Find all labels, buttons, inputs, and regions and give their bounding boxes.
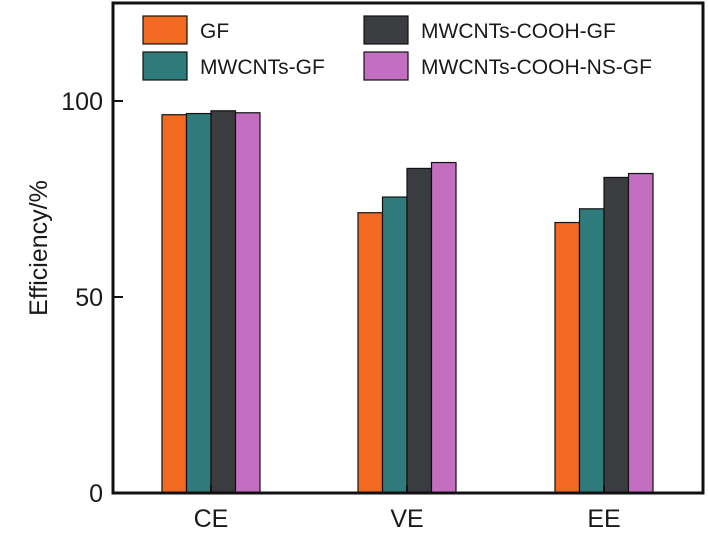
legend-swatch [142, 51, 188, 81]
bar-ve-mwcnts-cooh-gf [406, 167, 433, 494]
y-tick-label: 0 [89, 480, 103, 508]
bar-ve-gf [357, 212, 384, 494]
bar-ee-mwcnts-cooh-gf [603, 176, 630, 494]
plot-area: 0 50 100 CE VE EE [61, 1, 705, 533]
legend-label: MWCNTs-COOH-GF [421, 20, 616, 43]
bar-ce-mwcnts-cooh-ns-gf [234, 112, 261, 494]
y-axis-ticks: 0 50 100 [61, 88, 123, 508]
bar-ve-mwcnts-gf [381, 196, 408, 494]
legend-label: GF [200, 20, 229, 43]
bar-ve-mwcnts-cooh-ns-gf [430, 161, 457, 494]
legend-label: MWCNTs-GF [200, 56, 325, 79]
bars [161, 110, 654, 494]
y-tick-label: 100 [61, 88, 103, 116]
legend-swatch [142, 15, 188, 45]
bar-ee-gf [554, 221, 581, 494]
y-axis-title: Efficiency/% [25, 180, 53, 316]
y-tick-label: 50 [75, 284, 103, 312]
x-tick-label-ee: EE [587, 505, 620, 533]
x-tick-label-ve: VE [390, 505, 423, 533]
bar-ce-gf [161, 114, 188, 494]
bar-ee-mwcnts-cooh-ns-gf [627, 172, 654, 494]
bar-ee-mwcnts-gf [578, 208, 605, 494]
legend-label: MWCNTs-COOH-NS-GF [421, 56, 652, 79]
x-axis-ticks: CE VE EE [194, 485, 621, 533]
x-tick-label-ce: CE [194, 505, 229, 533]
legend-swatch [363, 51, 409, 81]
legend-swatch [363, 15, 409, 45]
bar-ce-mwcnts-cooh-gf [210, 110, 237, 494]
legend: GF MWCNTs-GF MWCNTs-COOH-GF MWCNTs-COOH-NS-… [142, 15, 652, 81]
bar-ce-mwcnts-gf [185, 112, 212, 494]
